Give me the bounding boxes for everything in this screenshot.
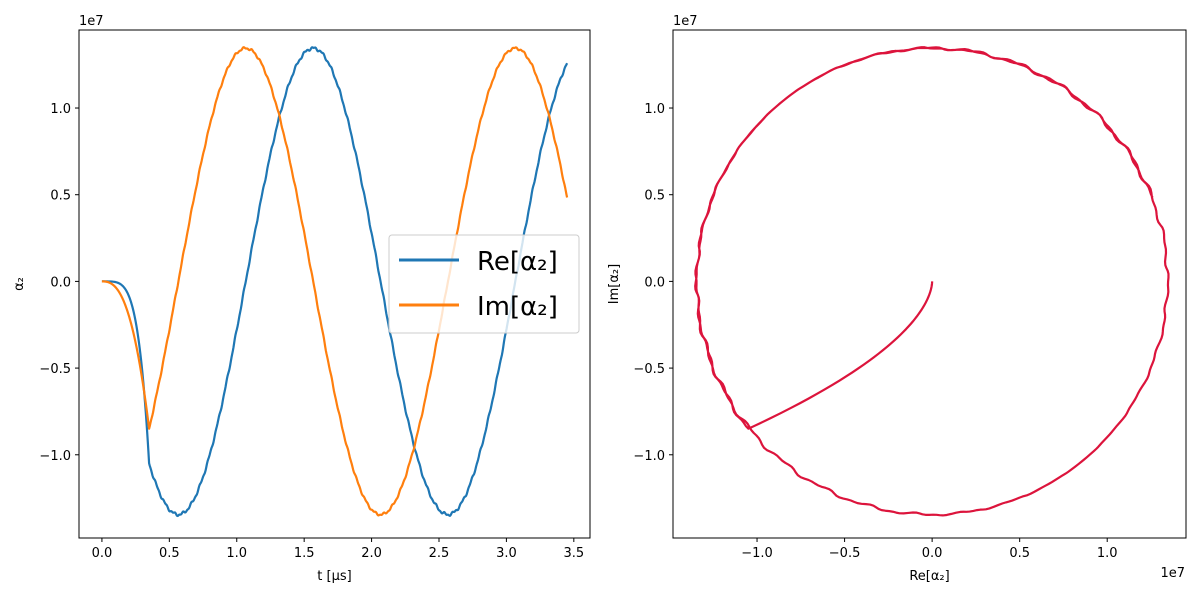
y-tick-label: −1.0	[39, 449, 71, 464]
x-tick-label: −1.0	[741, 546, 773, 561]
left-plot-yticks: −1.0 −0.5 0.0 0.5 1.0	[39, 102, 79, 464]
y-tick-label: 0.0	[50, 275, 71, 290]
trajectory-line	[694, 46, 1170, 517]
series-line-im	[101, 46, 569, 517]
x-tick-label: 1.5	[294, 546, 315, 561]
left-y-offset-label: 1e7	[79, 14, 104, 29]
left-y-axis-label: α₂	[12, 277, 27, 291]
right-plot-frame	[672, 29, 1187, 539]
x-tick-label: −0.5	[829, 546, 861, 561]
y-tick-label: −0.5	[39, 362, 71, 377]
series-line-re	[101, 46, 569, 518]
x-tick-label: 3.5	[563, 546, 584, 561]
x-tick-label: 3.0	[496, 546, 517, 561]
legend-label-re: Re[α₂]	[477, 247, 558, 277]
right-x-axis-label: Re[α₂]	[909, 569, 949, 584]
left-plot: 0.0 0.5 1.0 1.5 2.0 2.5 3.0 3.5 −1.0 −0.5 0.0 0.5 1…	[12, 14, 591, 584]
y-tick-label: 0.5	[644, 189, 665, 204]
left-plot-frame	[78, 29, 591, 539]
left-plot-lines	[101, 46, 569, 518]
y-tick-label: 1.0	[644, 102, 665, 117]
right-plot: −1.0 −0.5 0.0 0.5 1.0 −1.0−0.50.00.51.0 1e7 …	[607, 14, 1187, 584]
x-tick-label: 0.5	[159, 546, 180, 561]
y-tick-label: 0.0	[644, 275, 665, 290]
legend-label-im: Im[α₂]	[477, 292, 558, 322]
right-y-offset-label: 1e7	[673, 14, 698, 29]
x-tick-label: 0.5	[1009, 546, 1030, 561]
right-x-offset-label: 1e7	[1160, 566, 1185, 581]
x-tick-label: 2.0	[361, 546, 382, 561]
y-tick-label: −0.5	[633, 362, 665, 377]
x-tick-label: 0.0	[92, 546, 113, 561]
left-x-axis-label: t [μs]	[317, 569, 351, 584]
x-tick-label: 2.5	[429, 546, 450, 561]
y-tick-label: −1.0	[633, 449, 665, 464]
right-plot-yticks: −1.0 −0.5 0.0 0.5 1.0	[633, 102, 673, 464]
left-plot-xticks: 0.0 0.5 1.0 1.5 2.0 2.5 3.0 3.5	[92, 538, 584, 561]
right-plot-xticks: −1.0 −0.5 0.0 0.5 1.0	[741, 538, 1118, 561]
y-tick-label: 1.0	[50, 102, 71, 117]
right-y-axis-label: Im[α₂]	[607, 264, 622, 304]
y-tick-label: 0.5	[50, 189, 71, 204]
x-tick-label: 1.0	[1097, 546, 1118, 561]
x-tick-label: 0.0	[922, 546, 943, 561]
x-tick-label: 1.0	[226, 546, 247, 561]
legend: Re[α₂] Im[α₂]	[388, 234, 580, 334]
right-plot-lines	[694, 46, 1170, 517]
